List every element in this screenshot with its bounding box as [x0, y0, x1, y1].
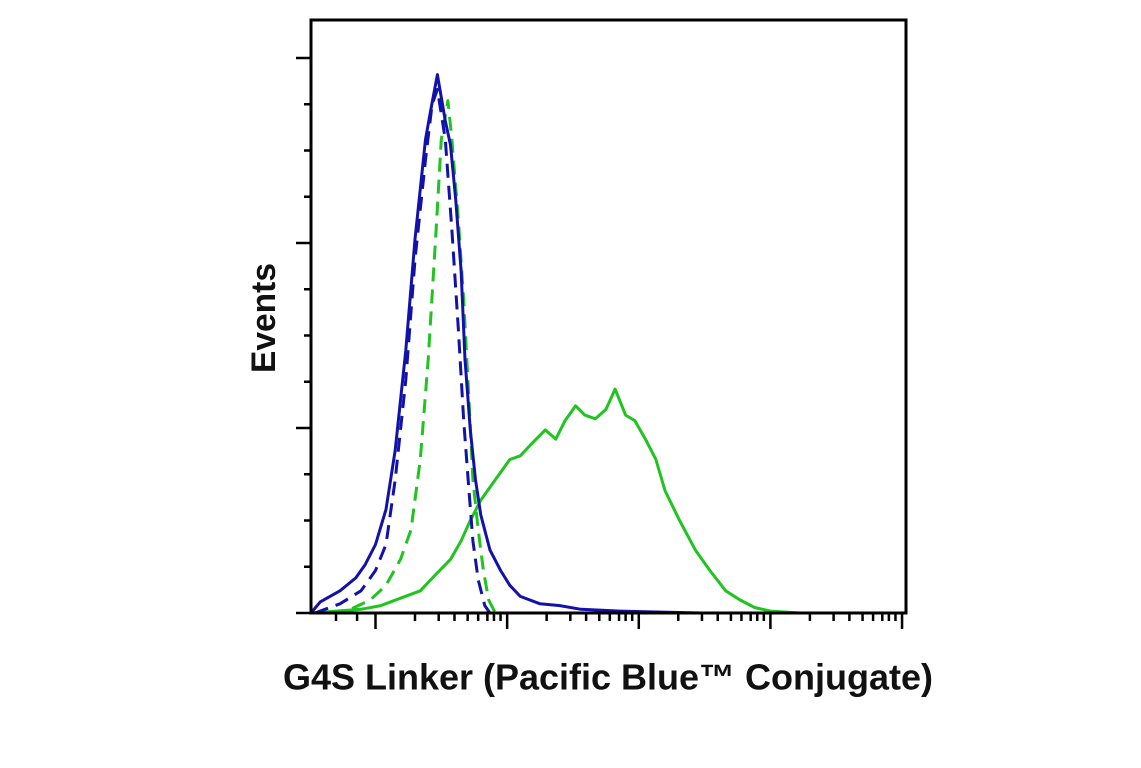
series-line [309, 73, 906, 615]
y-axis-label: Events [245, 263, 283, 373]
series-line [330, 99, 497, 615]
series-line [310, 387, 906, 615]
plot-frame [309, 18, 908, 615]
x-axis-label: G4S Linker (Pacific Blue™ Conjugate) [283, 657, 933, 698]
